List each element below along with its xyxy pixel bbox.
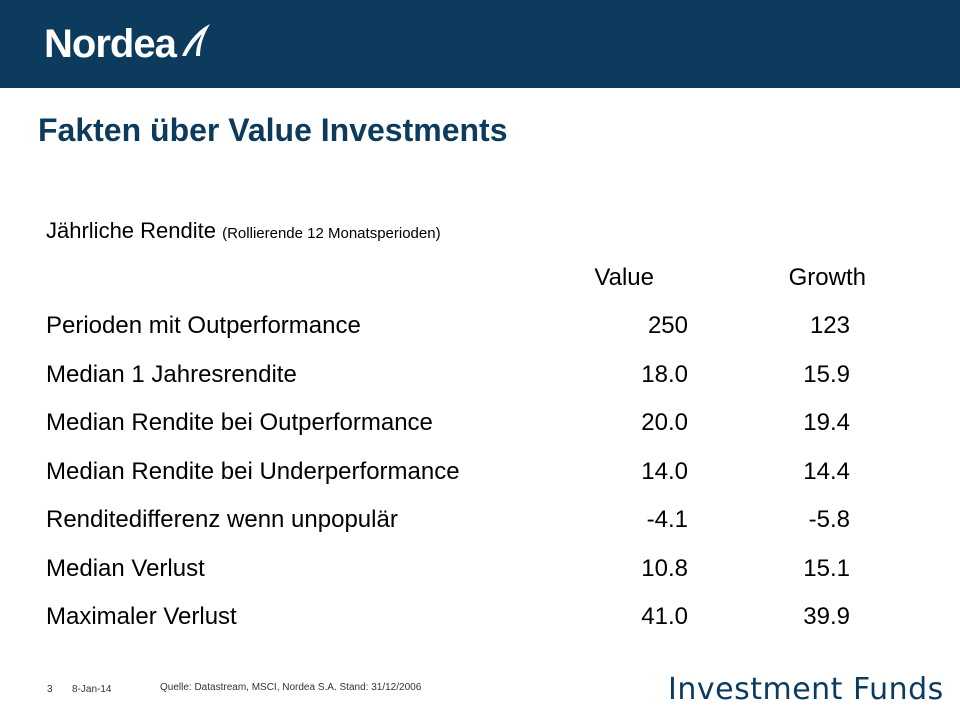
growth-cell: 15.1 <box>803 555 850 582</box>
page-number: 3 <box>47 684 53 695</box>
subtitle-main: Jährliche Rendite <box>46 218 216 243</box>
table-row: Median Rendite bei Underperformance 14.0… <box>46 458 906 498</box>
value-cell: 18.0 <box>641 361 688 388</box>
table-row: Median Verlust 10.8 15.1 <box>46 555 906 595</box>
row-label: Perioden mit Outperformance <box>46 312 361 339</box>
footer-date: 8-Jan-14 <box>72 684 112 695</box>
header-bar: Nordea <box>0 0 960 88</box>
growth-cell: 123 <box>809 312 850 339</box>
row-label: Median Rendite bei Outperformance <box>46 409 433 436</box>
row-label: Median Rendite bei Underperformance <box>46 458 460 485</box>
value-cell: 14.0 <box>641 458 688 485</box>
value-cell: 10.8 <box>641 555 688 582</box>
nordea-logo: Nordea <box>44 24 214 64</box>
source-note: Quelle: Datastream, MSCI, Nordea S.A. St… <box>160 682 422 693</box>
growth-cell: 15.9 <box>803 361 850 388</box>
table-row: Perioden mit Outperformance 250 123 <box>46 312 906 352</box>
value-cell: 250 <box>647 312 688 339</box>
growth-cell: -5.8 <box>808 506 850 533</box>
growth-cell: 19.4 <box>803 409 850 436</box>
brand-wordmark: Investment Funds <box>668 672 944 707</box>
page-title: Fakten über Value Investments <box>38 112 508 148</box>
row-label: Median Verlust <box>46 555 205 582</box>
value-cell: 41.0 <box>641 603 688 630</box>
table-row: Renditedifferenz wenn unpopulär -4.1 -5.… <box>46 506 906 546</box>
table-row: Median Rendite bei Outperformance 20.0 1… <box>46 409 906 449</box>
column-header-value: Value <box>594 264 654 291</box>
row-label: Median 1 Jahresrendite <box>46 361 297 388</box>
table-row: Maximaler Verlust 41.0 39.9 <box>46 603 906 643</box>
growth-cell: 14.4 <box>803 458 850 485</box>
logo-text: Nordea <box>44 22 177 66</box>
value-cell: -4.1 <box>646 506 688 533</box>
sail-icon <box>181 24 210 56</box>
subtitle: Jährliche Rendite (Rollierende 12 Monats… <box>46 218 441 244</box>
table-row: Median 1 Jahresrendite 18.0 15.9 <box>46 361 906 401</box>
row-label: Renditedifferenz wenn unpopulär <box>46 506 398 533</box>
row-label: Maximaler Verlust <box>46 603 237 630</box>
growth-cell: 39.9 <box>803 603 850 630</box>
column-header-growth: Growth <box>788 264 866 291</box>
value-cell: 20.0 <box>641 409 688 436</box>
subtitle-note: (Rollierende 12 Monatsperioden) <box>222 225 441 242</box>
